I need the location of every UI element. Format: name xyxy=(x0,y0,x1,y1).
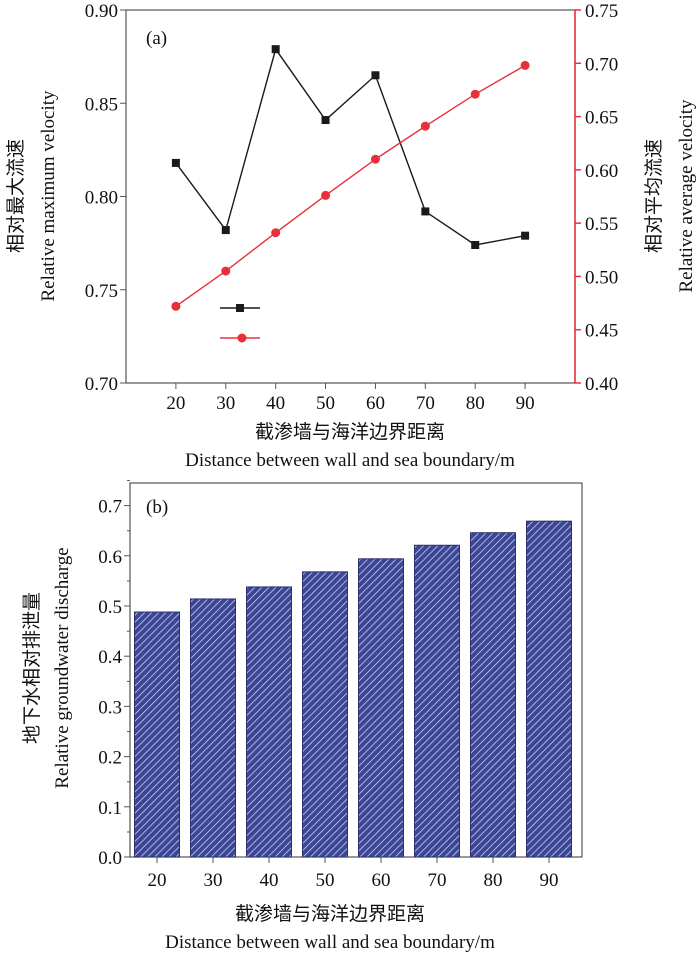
x-axis-label-a: Distance between wall and sea boundary/m xyxy=(185,450,515,471)
bar xyxy=(358,558,404,858)
legend-marker-square xyxy=(236,304,244,312)
x-tick-label: 80 xyxy=(484,870,503,891)
chart-a: 20 30 40 50 60 70 80 90 0.70 0.75 0.80 0.85 0.90 0.… xyxy=(5,1,697,471)
data-point-circle xyxy=(370,154,380,164)
x-axis-label-b-cn: 截渗墙与海洋边界距离 xyxy=(235,903,425,925)
x-axis-label-a-cn: 截渗墙与海洋边界距离 xyxy=(255,421,445,443)
y-tick-label: 0.0 xyxy=(98,848,122,869)
data-point-circle xyxy=(420,121,430,131)
x-tick-label: 90 xyxy=(516,393,535,414)
plot-area-a xyxy=(125,9,576,384)
y-tick-label-right: 0.70 xyxy=(585,54,618,75)
y-tick-label: 0.1 xyxy=(98,798,122,819)
x-tick-label: 80 xyxy=(466,393,485,414)
data-point-circle xyxy=(171,301,181,311)
y-tick-label: 0.4 xyxy=(98,647,122,668)
x-tick-label: 30 xyxy=(216,393,235,414)
data-point-square xyxy=(471,240,480,249)
y-axis-label-right-cn: 相对平均流速 xyxy=(643,139,665,253)
bar xyxy=(470,532,516,858)
y-tick-label-left: 0.90 xyxy=(85,1,118,22)
y-axis-label-left: Relative maximum velocity xyxy=(38,90,59,302)
x-tick-label: 20 xyxy=(148,870,167,891)
data-point-circle xyxy=(221,266,231,276)
data-point-square xyxy=(521,231,530,240)
y-tick-label: 0.6 xyxy=(98,547,122,568)
y-tick-label: 0.2 xyxy=(98,748,122,769)
y-tick-label: 0.3 xyxy=(98,697,122,718)
y-tick-label-left: 0.85 xyxy=(85,94,118,115)
data-point-square xyxy=(221,226,230,235)
legend-marker-circle xyxy=(237,333,247,343)
data-point-circle xyxy=(321,190,331,200)
x-tick-label: 60 xyxy=(366,393,385,414)
bar xyxy=(526,520,572,858)
bar xyxy=(414,544,460,858)
x-tick-label: 50 xyxy=(316,870,335,891)
y-tick-label: 0.5 xyxy=(98,597,122,618)
bar xyxy=(246,586,292,858)
y-tick-label: 0.7 xyxy=(98,497,122,518)
bar xyxy=(190,598,236,858)
data-point-circle xyxy=(470,89,480,99)
y-tick-label-left: 0.70 xyxy=(85,374,118,395)
y-axis-label-b: Relative groundwater discharge xyxy=(52,547,73,788)
x-axis-label-b: Distance between wall and sea boundary/m xyxy=(165,932,495,953)
series-1-line xyxy=(175,64,526,307)
y-tick-label-right: 0.45 xyxy=(585,321,618,342)
series-0-line xyxy=(175,47,526,246)
data-point-square xyxy=(271,45,280,54)
x-tick-label: 70 xyxy=(428,870,447,891)
data-point-square xyxy=(421,207,430,216)
data-point-square xyxy=(171,158,180,167)
y-tick-label-right: 0.75 xyxy=(585,1,618,22)
panel-label-a: (a) xyxy=(146,28,167,49)
y-tick-label-right: 0.60 xyxy=(585,161,618,182)
y-axis-label-b-cn: 地下水相对排泄量 xyxy=(21,592,43,744)
chart-b: 20 30 40 50 60 70 80 90 0.0 0.1 0.2 0.3 0.4 0.5 0.6 0.… xyxy=(21,480,583,953)
x-tick-label: 50 xyxy=(316,393,335,414)
x-tick-label: 30 xyxy=(204,870,223,891)
bar xyxy=(134,611,180,858)
x-tick-label: 60 xyxy=(372,870,391,891)
bar xyxy=(302,571,348,858)
x-tick-label: 40 xyxy=(266,393,285,414)
y-tick-label-right: 0.65 xyxy=(585,108,618,129)
data-point-square xyxy=(321,116,330,125)
data-point-square xyxy=(371,71,380,80)
data-point-circle xyxy=(271,228,281,238)
y-tick-label-left: 0.80 xyxy=(85,188,118,209)
y-axis-label-right: Relative average velocity xyxy=(676,99,697,293)
x-tick-label: 20 xyxy=(166,393,185,414)
data-point-circle xyxy=(520,60,530,70)
x-tick-label: 40 xyxy=(260,870,279,891)
y-tick-label-right: 0.50 xyxy=(585,267,618,288)
y-tick-label-left: 0.75 xyxy=(85,281,118,302)
y-axis-label-left-cn: 相对最大流速 xyxy=(5,139,27,253)
x-tick-label: 90 xyxy=(540,870,559,891)
x-tick-label: 70 xyxy=(416,393,435,414)
panel-label-b: (b) xyxy=(146,497,168,518)
y-tick-label-right: 0.55 xyxy=(585,214,618,235)
y-tick-label-right: 0.40 xyxy=(585,374,618,395)
